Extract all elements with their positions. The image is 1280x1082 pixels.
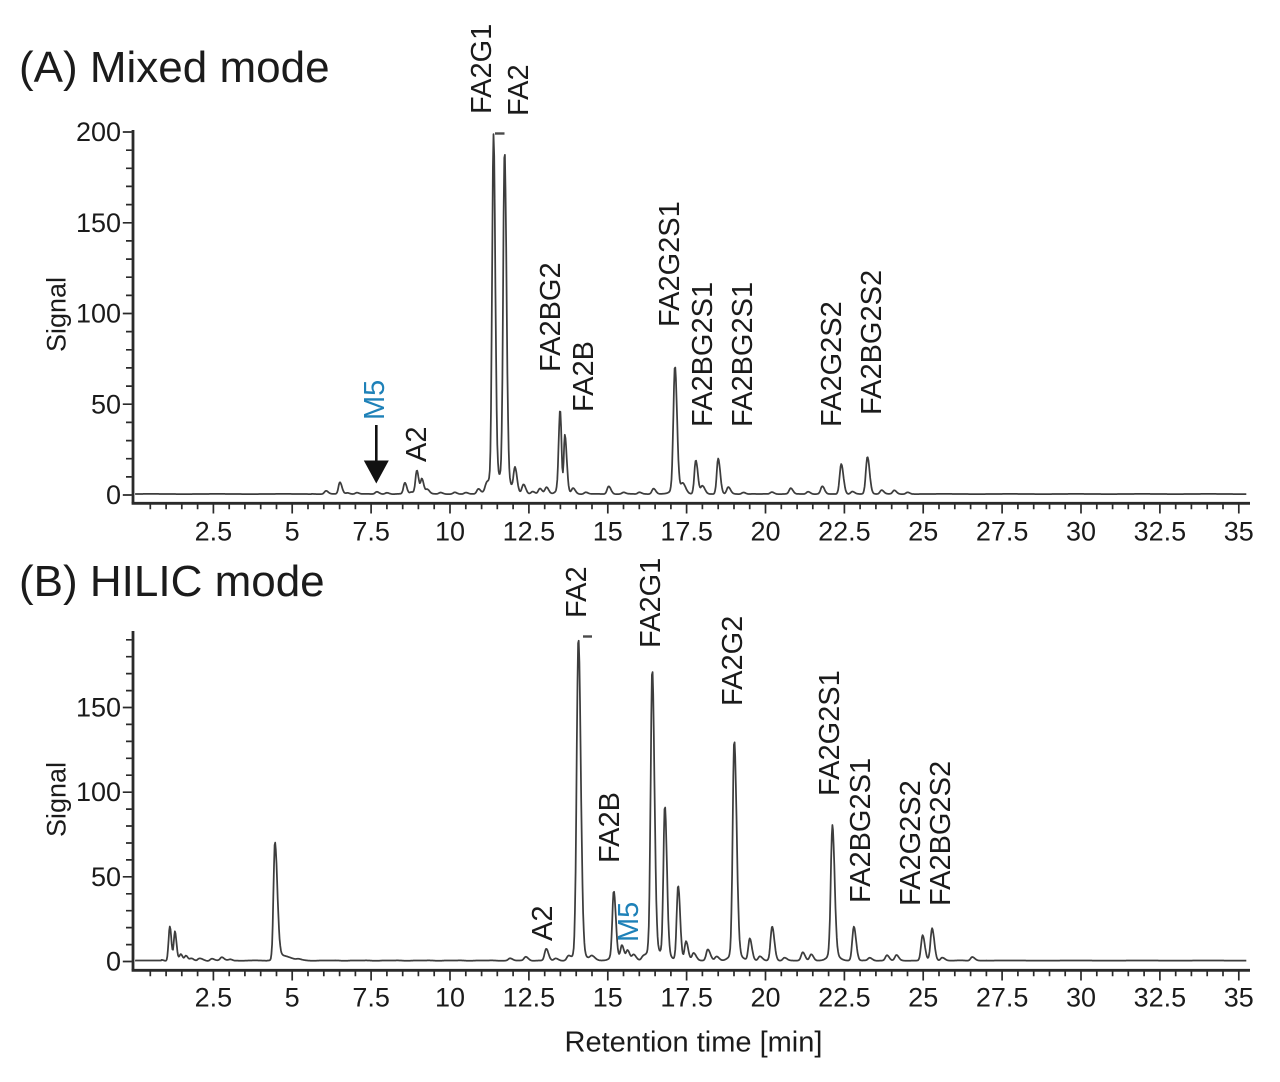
svg-text:FA2BG2S2: FA2BG2S2 (856, 270, 888, 415)
svg-text:5: 5 (285, 983, 300, 1013)
svg-text:17.5: 17.5 (660, 517, 713, 547)
svg-text:FA2: FA2 (503, 64, 535, 116)
svg-text:25: 25 (908, 517, 938, 547)
svg-text:30: 30 (1066, 517, 1096, 547)
svg-text:FA2BG2S1: FA2BG2S1 (727, 282, 759, 427)
svg-text:FA2B: FA2B (568, 341, 600, 412)
svg-text:Retention time [min]: Retention time [min] (565, 1027, 823, 1059)
svg-text:10: 10 (435, 517, 465, 547)
svg-text:M5: M5 (613, 902, 645, 942)
svg-text:12.5: 12.5 (503, 517, 556, 547)
svg-text:2.5: 2.5 (195, 517, 233, 547)
svg-text:150: 150 (76, 208, 121, 238)
svg-text:30: 30 (1066, 983, 1096, 1013)
svg-text:22.5: 22.5 (818, 983, 871, 1013)
svg-text:32.5: 32.5 (1134, 983, 1187, 1013)
svg-text:25: 25 (908, 983, 938, 1013)
svg-text:FA2BG2S1: FA2BG2S1 (687, 282, 719, 427)
svg-text:7.5: 7.5 (352, 517, 390, 547)
svg-text:5: 5 (285, 517, 300, 547)
svg-text:17.5: 17.5 (660, 983, 713, 1013)
svg-text:(B) HILIC mode: (B) HILIC mode (19, 557, 325, 606)
svg-text:0: 0 (106, 947, 121, 977)
svg-text:22.5: 22.5 (818, 517, 871, 547)
svg-text:FA2G2S2: FA2G2S2 (816, 301, 848, 427)
svg-text:100: 100 (76, 777, 121, 807)
svg-text:FA2: FA2 (561, 566, 593, 618)
svg-text:200: 200 (76, 117, 121, 147)
svg-text:M5: M5 (359, 380, 391, 420)
svg-text:FA2G2: FA2G2 (717, 616, 749, 706)
svg-text:50: 50 (91, 389, 121, 419)
svg-text:15: 15 (593, 983, 623, 1013)
svg-text:150: 150 (76, 693, 121, 723)
svg-text:FA2BG2: FA2BG2 (535, 262, 567, 372)
svg-text:0: 0 (106, 480, 121, 510)
svg-text:32.5: 32.5 (1134, 517, 1187, 547)
svg-text:A2: A2 (527, 906, 559, 941)
svg-text:20: 20 (750, 517, 780, 547)
svg-text:2.5: 2.5 (195, 983, 233, 1013)
svg-text:FA2BG2S2: FA2BG2S2 (925, 761, 957, 906)
svg-text:FA2B: FA2B (594, 792, 626, 863)
svg-text:(A) Mixed mode: (A) Mixed mode (19, 43, 330, 92)
svg-text:100: 100 (76, 299, 121, 329)
svg-text:FA2BG2S1: FA2BG2S1 (845, 758, 877, 903)
svg-text:FA2G2S1: FA2G2S1 (814, 670, 846, 796)
svg-text:12.5: 12.5 (503, 983, 556, 1013)
svg-text:A2: A2 (401, 427, 433, 462)
svg-text:35: 35 (1224, 983, 1254, 1013)
svg-text:FA2G1: FA2G1 (466, 24, 498, 114)
svg-text:35: 35 (1224, 517, 1254, 547)
svg-text:FA2G2S1: FA2G2S1 (654, 201, 686, 327)
svg-text:Signal: Signal (42, 277, 72, 352)
svg-text:7.5: 7.5 (352, 983, 390, 1013)
svg-text:10: 10 (435, 983, 465, 1013)
svg-text:27.5: 27.5 (976, 517, 1029, 547)
svg-text:Signal: Signal (42, 762, 72, 837)
svg-text:15: 15 (593, 517, 623, 547)
svg-text:50: 50 (91, 862, 121, 892)
svg-text:27.5: 27.5 (976, 983, 1029, 1013)
svg-text:FA2G2S2: FA2G2S2 (895, 780, 927, 906)
svg-text:20: 20 (750, 983, 780, 1013)
svg-text:FA2G1: FA2G1 (635, 558, 667, 648)
